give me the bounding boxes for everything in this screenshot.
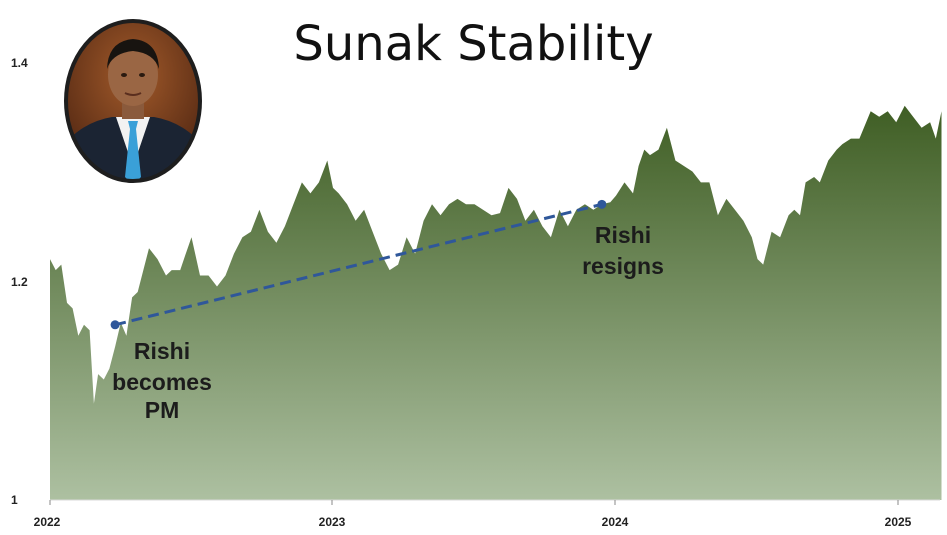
annotation-line: resigns	[582, 253, 664, 279]
annotation-line: Rishi	[595, 222, 651, 248]
y-tick-label: 1	[11, 493, 18, 507]
x-tick-label: 2022	[34, 515, 61, 529]
annotation-line: becomes	[112, 369, 212, 395]
annotation-line: PM	[145, 397, 180, 423]
resign-marker	[597, 199, 607, 209]
x-tick-label: 2024	[602, 515, 629, 529]
y-tick-label: 1.4	[11, 56, 28, 70]
portrait-image	[64, 19, 202, 183]
x-tick-label: 2025	[885, 515, 912, 529]
x-tick-label: 2023	[319, 515, 346, 529]
dashed-connector-line	[114, 202, 603, 327]
area-series	[50, 105, 942, 501]
x-axis: 2022 2023 2024 2025	[34, 500, 912, 529]
chart-title: Sunak Stability	[293, 16, 654, 72]
y-axis: 1 1.2 1.4	[11, 56, 28, 507]
annotation-line: Rishi	[134, 338, 190, 364]
annotation-resigns: Rishi resigns	[582, 222, 664, 279]
become-pm-marker	[110, 320, 120, 330]
annotation-becomes-pm: Rishi becomes PM	[112, 338, 212, 423]
y-tick-label: 1.2	[11, 275, 28, 289]
